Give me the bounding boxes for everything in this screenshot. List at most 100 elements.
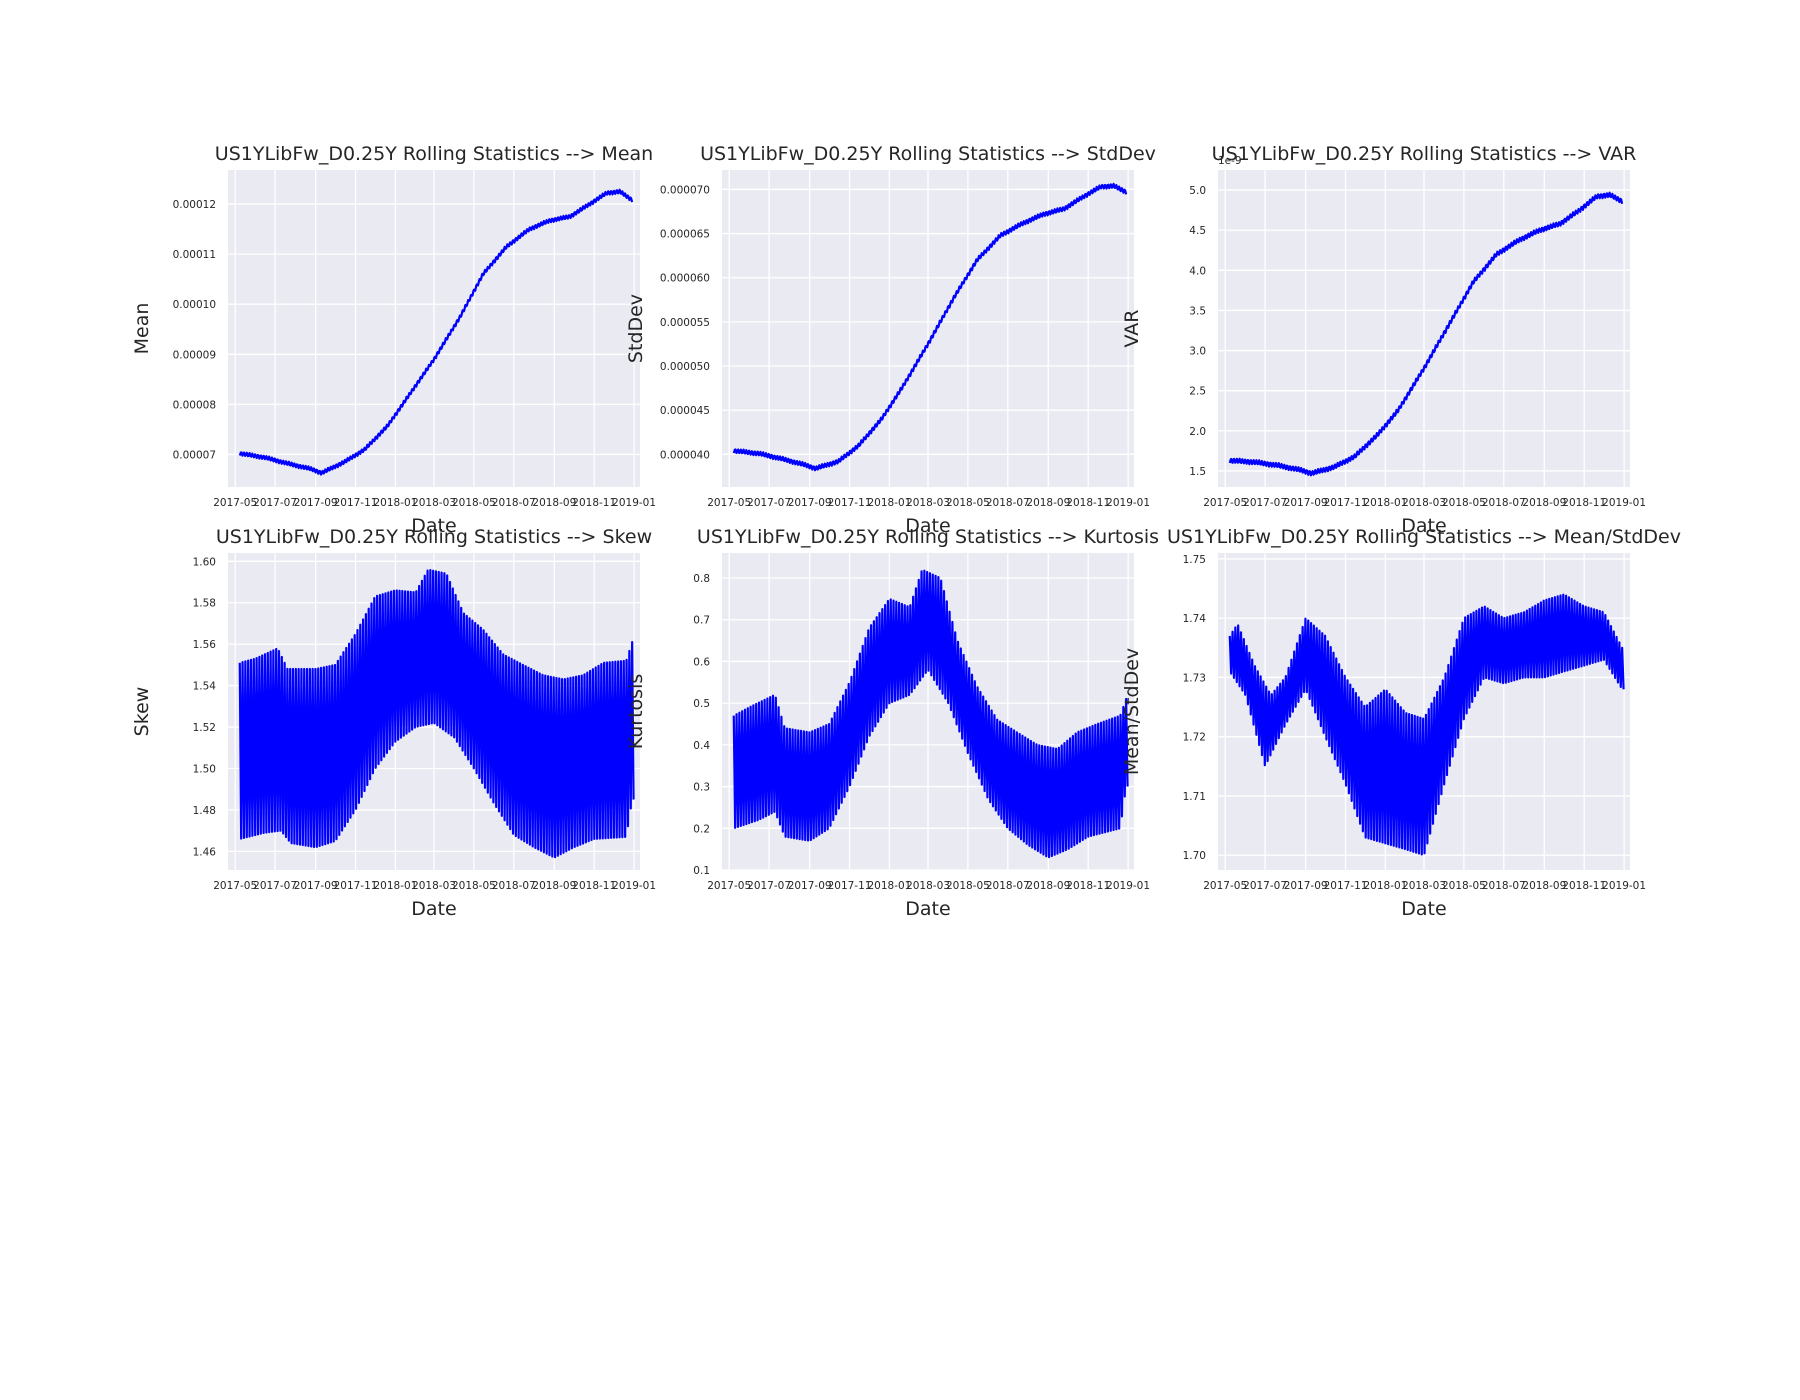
y-tick-label: 3.0 (1189, 346, 1206, 358)
series-line (238, 568, 635, 859)
y-tick-label: 0.000070 (660, 184, 710, 196)
x-tick-label: 2017-11 (334, 880, 378, 892)
y-tick-label: 0.00007 (173, 449, 216, 461)
x-tick-label: 2018-05 (1442, 497, 1486, 509)
y-tick-label: 0.000060 (660, 273, 710, 285)
x-tick-label: 2018-11 (1066, 497, 1110, 509)
x-tick-label: 2018-05 (452, 497, 496, 509)
x-tick-label: 2018-03 (1402, 880, 1446, 892)
chart-panel-4: 2017-052017-072017-092017-112018-012018-… (131, 526, 656, 920)
x-tick-label: 2018-05 (946, 497, 990, 509)
x-tick-label: 2017-11 (828, 880, 872, 892)
chart-title: US1YLibFw_D0.25Y Rolling Statistics --> … (697, 526, 1159, 548)
chart-panel-1: 2017-052017-072017-092017-112018-012018-… (131, 143, 656, 537)
y-tick-label: 0.00009 (173, 349, 216, 361)
y-axis-label: StdDev (625, 294, 647, 363)
x-tick-label: 2017-05 (213, 497, 257, 509)
chart-title: US1YLibFw_D0.25Y Rolling Statistics --> … (1167, 526, 1681, 548)
x-tick-label: 2018-11 (572, 497, 616, 509)
y-tick-label: 0.00012 (173, 199, 216, 211)
y-tick-label: 1.74 (1183, 613, 1207, 625)
x-tick-label: 2017-09 (788, 880, 832, 892)
x-tick-label: 2018-09 (1522, 880, 1566, 892)
x-tick-label: 2018-09 (1522, 497, 1566, 509)
y-tick-label: 0.00011 (173, 249, 216, 261)
y-tick-label: 1.58 (193, 598, 216, 610)
y-tick-label: 1.72 (1183, 732, 1206, 744)
x-tick-label: 2017-11 (1324, 880, 1368, 892)
y-axis-label: VAR (1121, 310, 1143, 348)
x-axis-label: Date (411, 898, 456, 920)
x-tick-label: 2018-03 (906, 497, 950, 509)
series-line (732, 569, 1129, 859)
y-tick-label: 1.48 (193, 805, 216, 817)
x-tick-label: 2017-07 (747, 497, 791, 509)
x-tick-label: 2017-07 (253, 880, 297, 892)
x-tick-label: 2018-09 (1026, 497, 1070, 509)
y-tick-label: 1.73 (1183, 672, 1206, 684)
y-tick-label: 4.5 (1189, 225, 1206, 237)
subplot-grid: 2017-052017-072017-092017-112018-012018-… (131, 143, 1681, 920)
x-tick-label: 2017-05 (707, 497, 751, 509)
y-tick-label: 0.2 (693, 823, 710, 835)
x-tick-label: 2018-07 (1482, 880, 1526, 892)
y-tick-label: 0.4 (693, 740, 710, 752)
x-tick-label: 2018-03 (906, 880, 950, 892)
x-axis-label: Date (1401, 515, 1446, 537)
x-tick-label: 2018-01 (1363, 880, 1407, 892)
series-line (732, 182, 1128, 472)
x-tick-label: 2017-09 (1284, 497, 1328, 509)
x-axis-label: Date (1401, 898, 1446, 920)
y-axis-label: Kurtosis (625, 674, 647, 750)
y-axis-label: Skew (131, 687, 153, 737)
y-axis-label: Mean (131, 303, 153, 355)
x-tick-label: 2018-09 (1026, 880, 1070, 892)
x-tick-label: 2019-01 (1106, 497, 1150, 509)
x-tick-label: 2018-11 (572, 880, 616, 892)
chart-panel-3: 2017-052017-072017-092017-112018-012018-… (1121, 143, 1646, 537)
y-tick-label: 0.1 (693, 865, 710, 877)
y-tick-label: 0.000055 (660, 317, 710, 329)
y-tick-label: 1.46 (193, 846, 217, 858)
y-tick-label: 0.7 (693, 615, 710, 627)
x-tick-label: 2018-05 (452, 880, 496, 892)
y-tick-label: 3.5 (1189, 305, 1206, 317)
y-tick-label: 2.5 (1189, 386, 1206, 398)
x-axis-label: Date (411, 515, 456, 537)
x-tick-label: 2017-11 (828, 497, 872, 509)
y-tick-label: 1.75 (1183, 554, 1206, 566)
y-tick-label: 0.000050 (660, 361, 710, 373)
series-line (1228, 191, 1624, 477)
x-tick-label: 2018-01 (867, 880, 911, 892)
series-line (1228, 593, 1625, 856)
x-tick-label: 2017-07 (1243, 880, 1287, 892)
x-tick-label: 2017-05 (1203, 497, 1247, 509)
chart-title: US1YLibFw_D0.25Y Rolling Statistics --> … (216, 526, 652, 548)
series-line (238, 188, 634, 476)
x-tick-label: 2018-11 (1562, 880, 1606, 892)
x-tick-label: 2017-09 (788, 497, 832, 509)
y-tick-label: 0.000065 (660, 229, 710, 241)
y-tick-label: 0.00010 (173, 299, 216, 311)
x-tick-label: 2017-09 (1284, 880, 1328, 892)
chart-panel-6: 2017-052017-072017-092017-112018-012018-… (1121, 526, 1681, 920)
x-tick-label: 2018-09 (532, 497, 576, 509)
x-tick-label: 2018-07 (986, 497, 1030, 509)
x-tick-label: 2018-01 (1363, 497, 1407, 509)
x-tick-label: 2018-05 (946, 880, 990, 892)
x-tick-label: 2018-03 (412, 497, 456, 509)
x-tick-label: 2018-11 (1066, 880, 1110, 892)
x-tick-label: 2018-07 (492, 497, 536, 509)
x-tick-label: 2017-07 (747, 880, 791, 892)
y-axis-label: Mean/StdDev (1121, 648, 1143, 775)
x-tick-label: 2018-07 (1482, 497, 1526, 509)
x-tick-label: 2019-01 (612, 880, 656, 892)
x-tick-label: 2017-09 (294, 497, 338, 509)
x-tick-label: 2018-03 (1402, 497, 1446, 509)
y-tick-label: 0.5 (693, 698, 710, 710)
y-tick-label: 2.0 (1189, 426, 1206, 438)
x-tick-label: 2017-05 (707, 880, 751, 892)
y-tick-label: 0.3 (693, 782, 710, 794)
y-tick-label: 1.71 (1183, 791, 1206, 803)
y-tick-label: 1.5 (1189, 466, 1206, 478)
